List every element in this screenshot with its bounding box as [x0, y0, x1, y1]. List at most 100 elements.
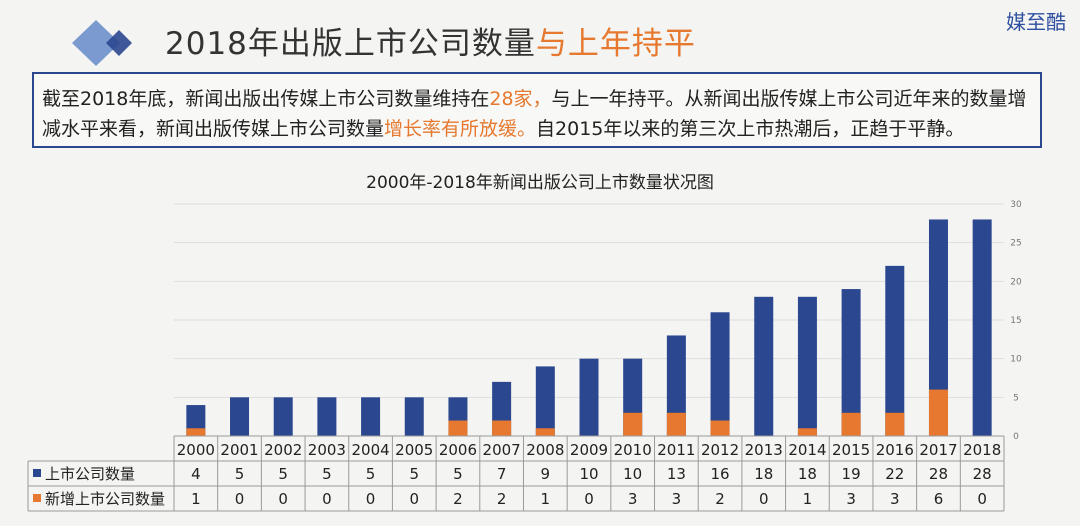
data-label: 0	[366, 490, 376, 508]
x-tick-label: 2018	[963, 441, 1001, 459]
x-tick-label: 2007	[483, 441, 521, 459]
bar-listed	[273, 397, 293, 436]
data-label: 2	[497, 490, 507, 508]
y-tick-label: 25	[1010, 239, 1021, 249]
bar-new	[186, 428, 206, 436]
bar-new	[797, 428, 817, 436]
x-tick-label: 2015	[832, 441, 870, 459]
x-tick-label: 2002	[264, 441, 302, 459]
desc-text-3: 自2015年以来的第三次上市热潮后，正趋于平静。	[536, 118, 965, 140]
data-label: 1	[541, 490, 551, 508]
x-tick-label: 2014	[788, 441, 826, 459]
data-label: 18	[798, 465, 817, 483]
bar-listed	[361, 397, 381, 436]
bar-new	[710, 420, 730, 436]
bar-new	[448, 420, 468, 436]
x-tick-label: 2012	[701, 441, 739, 459]
bar-new	[535, 428, 555, 436]
data-label: 7	[497, 465, 507, 483]
bar-listed	[841, 289, 861, 436]
data-label: 13	[667, 465, 686, 483]
bar-listed	[710, 312, 730, 436]
data-label: 10	[623, 465, 642, 483]
bar-listed	[797, 296, 817, 436]
bar-new	[928, 389, 948, 436]
bar-listed	[754, 296, 774, 436]
data-label: 5	[409, 465, 419, 483]
x-tick-label: 2011	[657, 441, 695, 459]
data-label: 3	[890, 490, 900, 508]
legend-swatch-listed	[33, 469, 41, 477]
bar-listed	[579, 358, 599, 436]
bar-listed	[885, 265, 905, 436]
x-tick-label: 2006	[439, 441, 477, 459]
title-main: 2018年出版上市公司数量	[165, 26, 536, 62]
data-label: 1	[191, 490, 201, 508]
bar-new	[666, 412, 686, 436]
data-label: 9	[541, 465, 551, 483]
bar-listed	[972, 219, 992, 436]
bar-listed	[317, 397, 337, 436]
title-highlight: 与上年持平	[535, 26, 696, 62]
y-tick-label: 5	[1013, 393, 1019, 403]
data-label: 22	[885, 465, 904, 483]
desc-text-1: 截至2018年底，新闻出版出传媒上市公司数量维持在	[42, 88, 490, 110]
data-label: 0	[977, 490, 987, 508]
data-label: 5	[322, 465, 332, 483]
data-label: 0	[278, 490, 288, 508]
legend-label: 新增上市公司数量	[45, 490, 165, 508]
data-label: 19	[842, 465, 861, 483]
y-tick-label: 15	[1010, 316, 1021, 326]
y-tick-label: 30	[1010, 200, 1022, 210]
data-label: 0	[409, 490, 419, 508]
data-label: 3	[628, 490, 638, 508]
data-label: 0	[235, 490, 245, 508]
page-title: 2018年出版上市公司数量与上年持平	[165, 18, 696, 63]
x-tick-label: 2010	[614, 441, 652, 459]
bar-listed	[404, 397, 424, 436]
data-label: 28	[973, 465, 992, 483]
x-tick-label: 2013	[745, 441, 783, 459]
x-tick-label: 2005	[395, 441, 433, 459]
bar-new	[623, 412, 643, 436]
desc-text-2: 与上一年持平。从新闻出版传媒上市公司近年来的数量增减水平来看，新闻出版传媒上市公…	[42, 88, 1027, 140]
x-tick-label: 2000	[177, 441, 215, 459]
data-label: 3	[846, 490, 856, 508]
x-tick-label: 2017	[919, 441, 957, 459]
desc-highlight-1: 28家，	[489, 88, 552, 110]
bar-listed	[928, 219, 948, 436]
x-tick-label: 2004	[351, 441, 389, 459]
data-label: 0	[322, 490, 332, 508]
data-label: 18	[754, 465, 773, 483]
data-label: 1	[803, 490, 813, 508]
data-label: 0	[759, 490, 769, 508]
data-label: 4	[191, 465, 201, 483]
x-tick-label: 2016	[876, 441, 914, 459]
bar-listed	[666, 335, 686, 436]
data-label: 10	[579, 465, 598, 483]
data-label: 6	[934, 490, 944, 508]
diamond-logo-icon	[72, 20, 132, 66]
data-label: 2	[715, 490, 725, 508]
y-tick-label: 20	[1010, 277, 1022, 287]
chart-title: 2000年-2018年新闻出版公司上市数量状况图	[366, 173, 714, 193]
data-label: 5	[366, 465, 376, 483]
data-label: 5	[278, 465, 288, 483]
data-label: 3	[672, 490, 682, 508]
y-tick-label: 10	[1010, 355, 1022, 365]
data-label: 28	[929, 465, 948, 483]
data-label: 16	[711, 465, 730, 483]
bar-listed	[535, 366, 555, 436]
x-tick-label: 2009	[570, 441, 608, 459]
x-tick-label: 2008	[526, 441, 564, 459]
bar-new	[492, 420, 512, 436]
x-tick-label: 2001	[220, 441, 258, 459]
description-box: 截至2018年底，新闻出版出传媒上市公司数量维持在28家，与上一年持平。从新闻出…	[32, 72, 1042, 148]
data-label: 0	[584, 490, 594, 508]
data-label: 5	[453, 465, 463, 483]
legend-label: 上市公司数量	[45, 465, 135, 483]
data-label: 2	[453, 490, 463, 508]
y-tick-label: 0	[1013, 432, 1019, 442]
legend-swatch-new	[33, 494, 41, 502]
